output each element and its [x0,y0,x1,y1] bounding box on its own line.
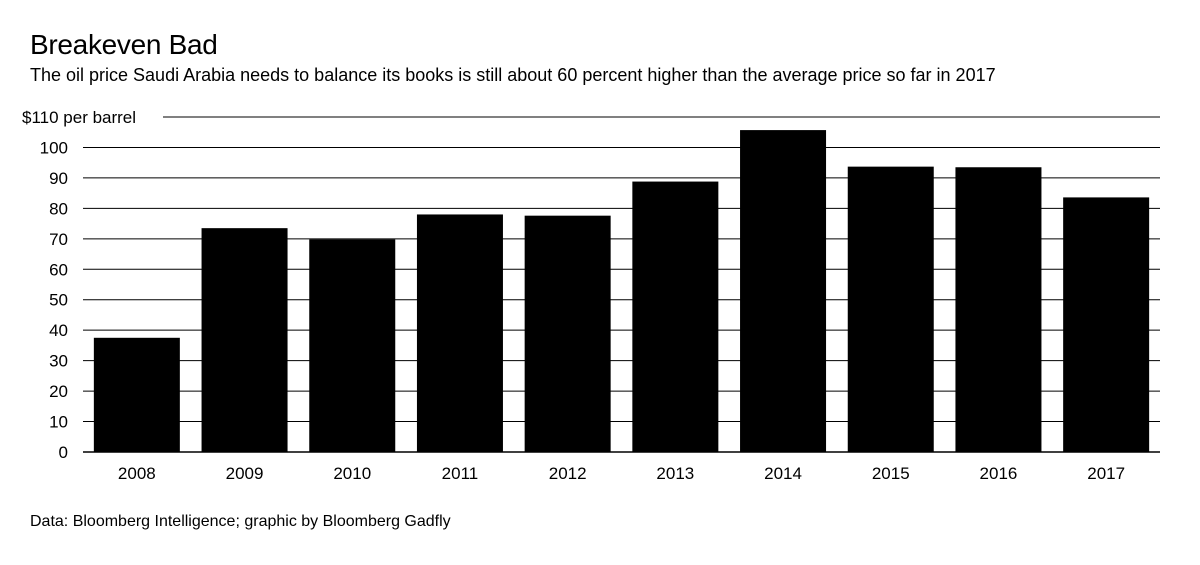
y-tick-label-60: 60 [49,260,68,279]
x-tick-label-2008: 2008 [118,464,156,483]
x-tick-label-2015: 2015 [872,464,910,483]
x-tick-label-2009: 2009 [226,464,264,483]
y-tick-label-90: 90 [49,169,68,188]
y-tick-label-30: 30 [49,352,68,371]
bar-2015 [847,166,934,452]
chart-subtitle: The oil price Saudi Arabia needs to bala… [30,65,996,85]
x-tick-label-2013: 2013 [656,464,694,483]
y-tick-label-100: 100 [40,138,68,157]
bar-2013 [632,181,719,452]
bar-2017 [1063,197,1150,452]
x-tick-label-2012: 2012 [549,464,587,483]
bar-2010 [309,239,396,452]
bar-2014 [740,130,827,452]
x-tick-label-2016: 2016 [980,464,1018,483]
bars [93,130,1150,452]
x-tick-label-2017: 2017 [1087,464,1125,483]
y-tick-label-50: 50 [49,291,68,310]
x-axis-labels: 2008 2009 2010 2011 2012 2013 2014 2015 2016 2017 [118,464,1125,483]
x-tick-label-2011: 2011 [442,464,479,483]
bar-2016 [955,167,1042,452]
y-tick-label-0: 0 [59,443,68,462]
source-note: Data: Bloomberg Intelligence; graphic by… [30,513,451,530]
y-tick-label-40: 40 [49,321,68,340]
bar-2008 [93,337,180,452]
bar-2011 [416,214,503,452]
x-tick-label-2014: 2014 [764,464,802,483]
y-axis-labels: 0 10 20 30 40 50 60 70 80 90 100 $110 per barrel [22,108,136,462]
y-tick-label-80: 80 [49,199,68,218]
y-tick-label-20: 20 [49,382,68,401]
bar-2009 [201,228,288,452]
chart-title: Breakeven Bad [30,29,218,60]
y-tick-label-70: 70 [49,230,68,249]
y-tick-label-110: $110 per barrel [22,108,136,127]
x-tick-label-2010: 2010 [333,464,371,483]
bar-2012 [524,215,611,452]
y-tick-label-10: 10 [49,413,68,432]
